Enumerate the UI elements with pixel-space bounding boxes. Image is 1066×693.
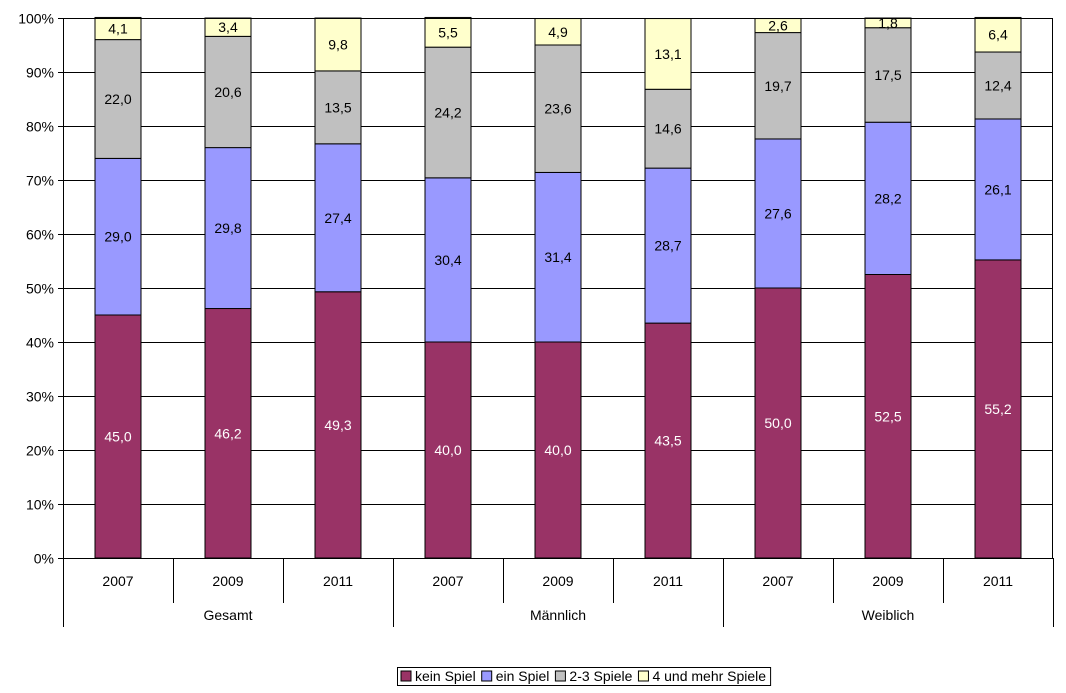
y-tick-label: 60% bbox=[26, 227, 54, 243]
data-label: 13,5 bbox=[324, 99, 351, 115]
category-label: 2007 bbox=[102, 573, 133, 589]
data-label: 1,8 bbox=[878, 15, 898, 31]
y-tick-label: 100% bbox=[18, 11, 54, 27]
category-label: 2011 bbox=[323, 573, 353, 589]
bar-segment bbox=[864, 121, 912, 275]
y-tick-label: 20% bbox=[26, 443, 54, 459]
data-label: 31,4 bbox=[544, 249, 571, 265]
data-label: 24,2 bbox=[434, 105, 461, 121]
bar-segment bbox=[94, 16, 142, 41]
bar-segment bbox=[424, 341, 472, 559]
y-tick-label: 10% bbox=[26, 497, 54, 513]
data-label: 50,0 bbox=[764, 415, 791, 431]
y-tick-label: 90% bbox=[26, 65, 54, 81]
bar-segment bbox=[864, 27, 912, 123]
category-label: 2009 bbox=[872, 573, 903, 589]
data-label: 6,4 bbox=[988, 27, 1008, 43]
category-label: 2009 bbox=[212, 573, 243, 589]
y-axis-tick-labels: 0% 10% 20% 30% 40% 50% 60% 70% 80% 90% 100% bbox=[18, 11, 54, 567]
legend-label: ein Spiel bbox=[496, 668, 550, 684]
y-tick-label: 0% bbox=[34, 551, 54, 567]
bar-segment bbox=[644, 167, 692, 324]
category-label: 2009 bbox=[542, 573, 573, 589]
y-tick-label: 80% bbox=[26, 119, 54, 135]
group-label: Männlich bbox=[530, 607, 586, 623]
data-label: 17,5 bbox=[874, 67, 901, 83]
bar-segment bbox=[534, 341, 582, 559]
data-label: 22,0 bbox=[104, 91, 131, 107]
data-label: 55,2 bbox=[984, 401, 1011, 417]
legend-swatch bbox=[554, 670, 566, 682]
category-label: 2011 bbox=[983, 573, 1013, 589]
bar-segment bbox=[314, 143, 362, 293]
group-label: Weiblich bbox=[862, 607, 915, 623]
data-label: 13,1 bbox=[654, 46, 681, 62]
bar-segment bbox=[94, 39, 142, 159]
bar-segment bbox=[974, 51, 1022, 120]
category-label: 2007 bbox=[432, 573, 463, 589]
bar-segment bbox=[644, 322, 692, 559]
bar-segment bbox=[424, 46, 472, 179]
y-tick-label: 30% bbox=[26, 389, 54, 405]
bar-segment bbox=[314, 17, 362, 72]
bar-segment bbox=[424, 177, 472, 343]
legend-swatch bbox=[481, 670, 493, 682]
bar-segment bbox=[534, 44, 582, 173]
category-label: 2011 bbox=[653, 573, 683, 589]
bar-segment bbox=[754, 287, 802, 559]
bar-segment bbox=[94, 157, 142, 316]
bar-segment bbox=[314, 70, 362, 145]
axes bbox=[58, 18, 1053, 559]
data-label: 9,8 bbox=[328, 36, 348, 52]
y-tick-label: 50% bbox=[26, 281, 54, 297]
data-label: 40,0 bbox=[544, 442, 571, 458]
bar-segment bbox=[974, 16, 1022, 53]
data-label: 3,4 bbox=[218, 19, 238, 35]
data-label: 27,4 bbox=[324, 210, 351, 226]
legend-label: kein Spiel bbox=[415, 668, 476, 684]
bar-segment bbox=[424, 16, 472, 48]
data-label: 46,2 bbox=[214, 425, 241, 441]
legend-swatch bbox=[637, 670, 649, 682]
y-tick-label: 40% bbox=[26, 335, 54, 351]
data-label: 29,0 bbox=[104, 229, 131, 245]
bar-stacks: 45,0 29,0 22,0 4,1 46,2 29,8 20,6 3,4 49,3 27,4 13… bbox=[94, 15, 1022, 559]
bar-segment bbox=[204, 147, 252, 310]
data-label: 4,1 bbox=[108, 21, 128, 37]
data-label: 5,5 bbox=[438, 24, 458, 40]
bar-segment bbox=[974, 118, 1022, 261]
data-label: 30,4 bbox=[434, 252, 461, 268]
data-label: 23,6 bbox=[544, 101, 571, 117]
data-label: 45,0 bbox=[104, 429, 131, 445]
data-label: 43,5 bbox=[654, 433, 681, 449]
data-label: 26,1 bbox=[984, 181, 1011, 197]
group-label: Gesamt bbox=[203, 607, 252, 623]
y-tick-label: 70% bbox=[26, 173, 54, 189]
bar-segment bbox=[534, 171, 582, 343]
data-label: 20,6 bbox=[214, 84, 241, 100]
bar-segment bbox=[644, 88, 692, 169]
legend: kein Spiel ein Spiel 2-3 Spiele 4 und mehr … bbox=[397, 667, 772, 686]
data-label: 52,5 bbox=[874, 408, 901, 424]
legend-label: 4 und mehr Spiele bbox=[652, 668, 766, 684]
category-label: 2007 bbox=[762, 573, 793, 589]
legend-label: 2-3 Spiele bbox=[569, 668, 632, 684]
data-label: 4,9 bbox=[548, 24, 568, 40]
x-axis-labels: 2007 2009 2011 Gesamt 2007 2009 2011 Männlich 20… bbox=[63, 558, 1054, 627]
legend-swatch bbox=[400, 670, 412, 682]
data-label: 28,2 bbox=[874, 190, 901, 206]
data-label: 14,6 bbox=[654, 121, 681, 137]
data-label: 49,3 bbox=[324, 417, 351, 433]
bar-segment bbox=[754, 32, 802, 140]
data-label: 2,6 bbox=[768, 18, 788, 34]
data-label: 19,7 bbox=[764, 78, 791, 94]
data-label: 40,0 bbox=[434, 442, 461, 458]
data-label: 29,8 bbox=[214, 220, 241, 236]
data-label: 28,7 bbox=[654, 238, 681, 254]
data-label: 12,4 bbox=[984, 78, 1011, 94]
bar-segment bbox=[204, 35, 252, 149]
data-label: 27,6 bbox=[764, 205, 791, 221]
